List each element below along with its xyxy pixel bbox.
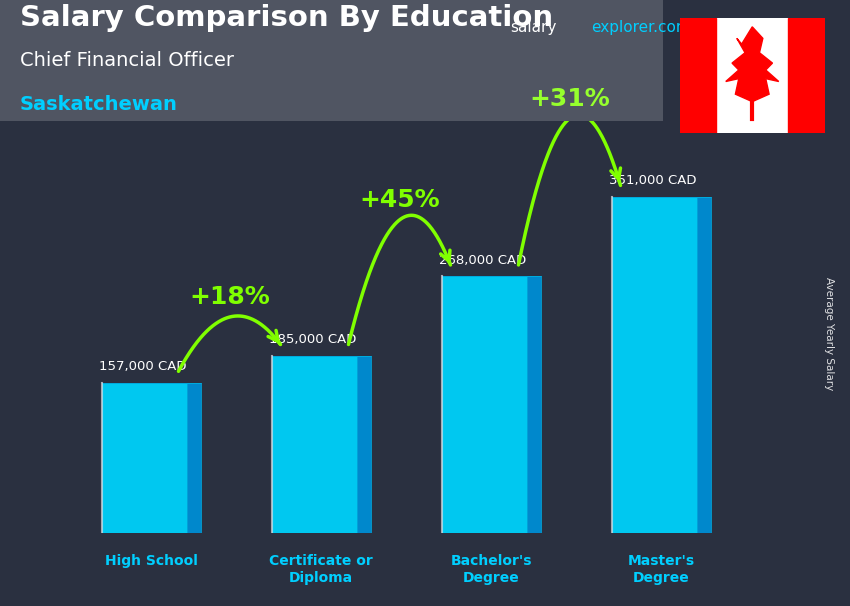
FancyBboxPatch shape xyxy=(442,276,527,533)
Polygon shape xyxy=(187,383,201,533)
Text: Master's
Degree: Master's Degree xyxy=(628,554,694,585)
Text: salary: salary xyxy=(510,20,557,35)
FancyBboxPatch shape xyxy=(0,0,663,121)
Text: Bachelor's
Degree: Bachelor's Degree xyxy=(450,554,532,585)
Text: +18%: +18% xyxy=(189,285,269,310)
FancyBboxPatch shape xyxy=(272,356,357,533)
Text: +31%: +31% xyxy=(529,87,609,111)
Text: +45%: +45% xyxy=(360,188,439,212)
Polygon shape xyxy=(697,197,711,533)
FancyBboxPatch shape xyxy=(612,197,697,533)
Text: 185,000 CAD: 185,000 CAD xyxy=(269,333,356,347)
Text: Chief Financial Officer: Chief Financial Officer xyxy=(20,51,234,70)
Text: High School: High School xyxy=(105,554,198,568)
Text: explorer.com: explorer.com xyxy=(591,20,690,35)
Text: 268,000 CAD: 268,000 CAD xyxy=(439,254,526,267)
Text: 157,000 CAD: 157,000 CAD xyxy=(99,360,186,373)
Polygon shape xyxy=(357,356,371,533)
FancyBboxPatch shape xyxy=(102,383,187,533)
Polygon shape xyxy=(527,276,541,533)
Text: 351,000 CAD: 351,000 CAD xyxy=(609,175,696,187)
Polygon shape xyxy=(726,27,779,102)
Text: Average Yearly Salary: Average Yearly Salary xyxy=(824,277,834,390)
Text: Saskatchewan: Saskatchewan xyxy=(20,95,178,113)
Bar xyxy=(789,18,824,133)
Bar xyxy=(680,18,716,133)
Text: Certificate or
Diploma: Certificate or Diploma xyxy=(269,554,373,585)
Text: Salary Comparison By Education: Salary Comparison By Education xyxy=(20,4,553,32)
